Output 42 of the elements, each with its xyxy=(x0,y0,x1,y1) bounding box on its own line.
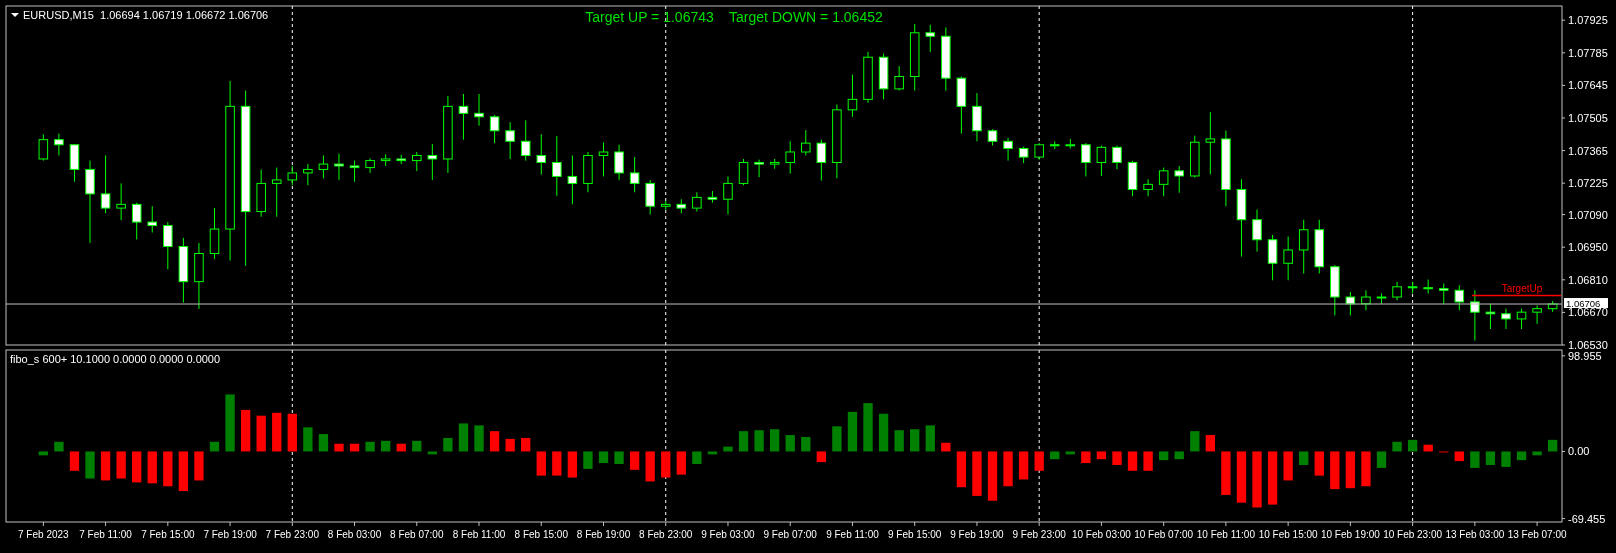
y-tick-label: 98.955 xyxy=(1568,349,1602,362)
x-tick-label: 8 Feb 03:00 xyxy=(327,529,382,540)
x-tick-label: 9 Feb 23:00 xyxy=(1012,529,1067,540)
y-tick-label: 1.07925 xyxy=(1568,14,1608,27)
y-tick-label: 1.07785 xyxy=(1568,46,1608,59)
x-tick-label: 9 Feb 03:00 xyxy=(701,529,756,540)
x-tick-label: 10 Feb 19:00 xyxy=(1320,529,1381,540)
x-tick-label: 9 Feb 07:00 xyxy=(763,529,818,540)
x-tick-label: 10 Feb 15:00 xyxy=(1258,529,1319,540)
y-tick-label: -69.455 xyxy=(1568,512,1606,525)
x-tick-label: 8 Feb 23:00 xyxy=(639,529,693,540)
x-tick-label: 8 Feb 11:00 xyxy=(452,529,506,540)
y-tick-label: 0.00 xyxy=(1568,445,1590,458)
x-tick-label: 10 Feb 23:00 xyxy=(1383,529,1443,540)
x-tick-label: 8 Feb 19:00 xyxy=(576,529,631,540)
x-tick-label: 9 Feb 19:00 xyxy=(950,529,1005,540)
x-tick-label: 10 Feb 03:00 xyxy=(1071,529,1132,540)
y-tick-label: 1.07225 xyxy=(1568,177,1608,190)
chart-title: EURUSD,M15 1.06694 1.06719 1.06672 1.06706 xyxy=(23,9,269,21)
y-tick-label: 1.07090 xyxy=(1568,208,1608,221)
annotation: Target UP = 1.06743 Target DOWN = 1.06452 xyxy=(585,9,883,25)
y-tick-label: 1.06530 xyxy=(1568,339,1608,351)
y-tick-label: 1.06810 xyxy=(1568,273,1608,286)
x-tick-label: 7 Feb 11:00 xyxy=(79,529,133,540)
x-tick-label: 9 Feb 11:00 xyxy=(826,529,880,540)
y-tick-label: 1.07645 xyxy=(1568,79,1608,92)
ref-line-label: TargetUp xyxy=(1501,283,1543,295)
y-tick-label: 1.07365 xyxy=(1568,144,1608,157)
chart-title: fibo_s 600+ 10.1000 0.0000 0.0000 0.0000 xyxy=(10,353,221,365)
x-tick-label: 8 Feb 07:00 xyxy=(390,529,444,540)
x-tick-label: 13 Feb 07:00 xyxy=(1507,529,1568,540)
x-tick-label: 10 Feb 07:00 xyxy=(1134,529,1194,540)
x-tick-label: 13 Feb 03:00 xyxy=(1445,529,1505,540)
x-tick-label: 8 Feb 15:00 xyxy=(514,529,569,540)
x-tick-label: 7 Feb 23:00 xyxy=(265,529,320,540)
x-tick-label: 7 Feb 19:00 xyxy=(203,529,258,540)
x-tick-label: 7 Feb 2023 xyxy=(18,529,70,540)
x-tick-label: 10 Feb 11:00 xyxy=(1196,529,1256,540)
y-tick-label: 1.06950 xyxy=(1568,241,1608,254)
x-tick-label: 7 Feb 15:00 xyxy=(141,529,195,540)
x-tick-label: 9 Feb 15:00 xyxy=(888,529,942,540)
y-tick-label: 1.07505 xyxy=(1568,111,1608,124)
